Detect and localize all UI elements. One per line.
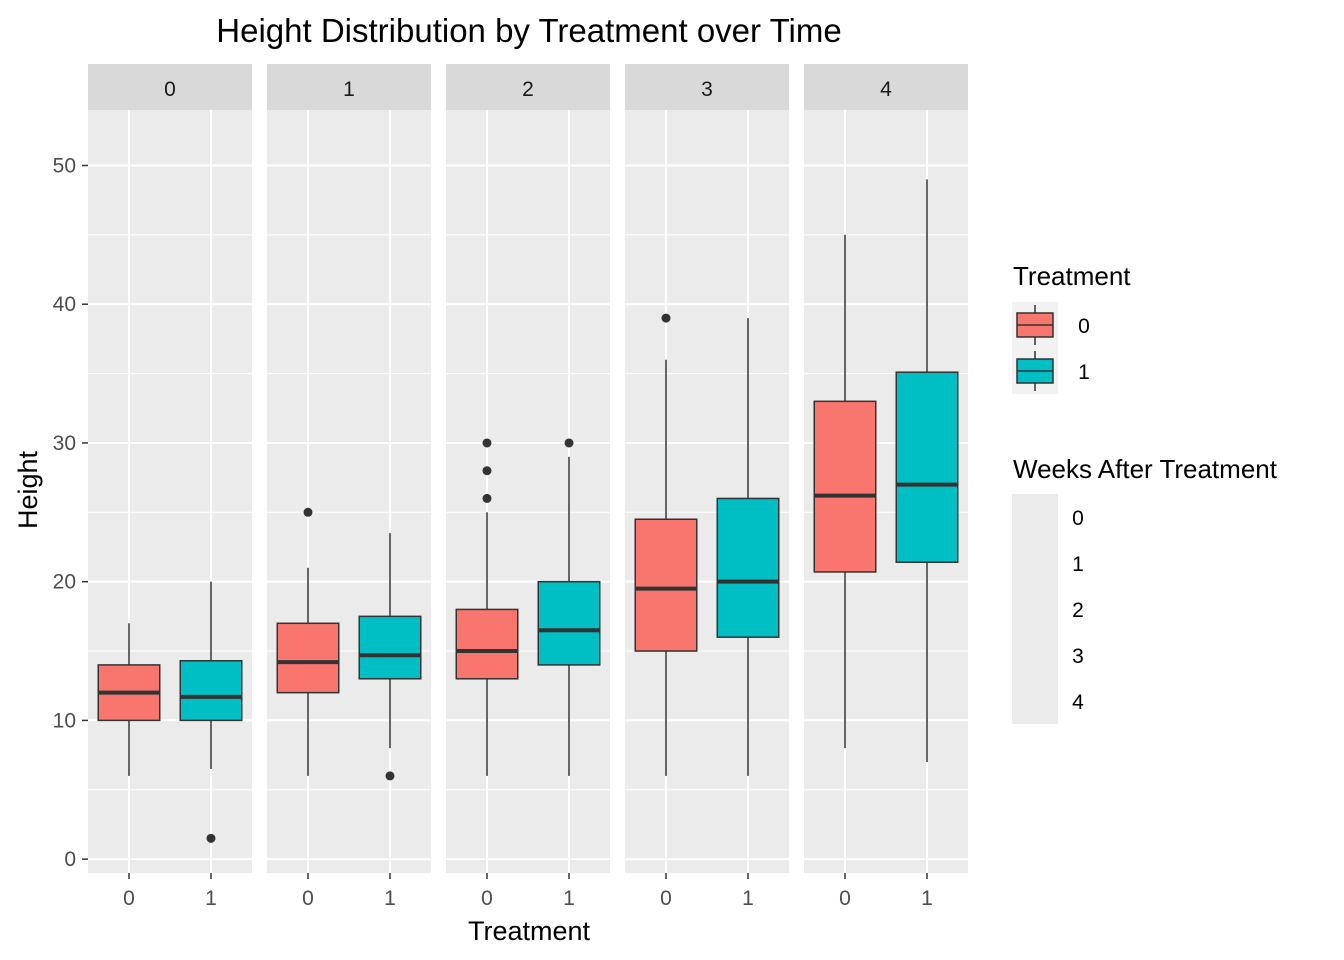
facet-strip (625, 64, 789, 110)
box-treatment-0 (634, 313, 698, 776)
legend-label-weeks: 4 (1072, 691, 1084, 714)
box-treatment-0 (97, 623, 161, 776)
x-tick-label: 1 (563, 887, 575, 910)
legend-key-treatment-1: 1 (1012, 348, 1090, 394)
box-treatment-0 (276, 507, 340, 776)
x-tick-label: 0 (839, 887, 851, 910)
facet-panel-1: 1 0 1 (267, 64, 431, 910)
box-treatment-1 (358, 533, 422, 781)
facet-strip (267, 64, 431, 110)
legend-label-treatment: 0 (1078, 315, 1090, 338)
panel-background (625, 110, 789, 873)
outlier-point (482, 438, 492, 448)
legend-weeks-key-background (1012, 494, 1058, 724)
outlier-point (661, 313, 671, 323)
facet-strip (88, 64, 252, 110)
facet-strip (804, 64, 968, 110)
outlier-point (482, 466, 492, 476)
outlier-point (564, 438, 574, 448)
box-iqr (813, 400, 877, 573)
facet-strip-label: 0 (164, 78, 176, 101)
y-tick-label: 20 (53, 571, 76, 594)
facet-strip-label: 3 (701, 78, 713, 101)
facet-panel-0: 0 0 1 (88, 64, 252, 910)
y-tick-label: 10 (53, 709, 76, 732)
box-iqr (455, 608, 519, 680)
chart-title: Height Distribution by Treatment over Ti… (216, 12, 841, 49)
box-treatment-1 (537, 438, 601, 776)
legend-label-weeks: 3 (1072, 645, 1084, 668)
box-iqr (276, 622, 340, 694)
outlier-point (385, 771, 395, 781)
outlier-point (206, 833, 216, 843)
outlier-point (303, 507, 313, 517)
box-treatment-1 (895, 179, 959, 763)
facet-strip-label: 2 (522, 78, 534, 101)
facet-strip-label: 4 (880, 78, 892, 101)
x-tick-label: 1 (384, 887, 396, 910)
legend-label-treatment: 1 (1078, 361, 1090, 384)
y-tick-label: 30 (53, 432, 76, 455)
facet-strip (446, 64, 610, 110)
x-tick-label: 0 (660, 887, 672, 910)
box-iqr (895, 371, 959, 564)
legend-label-weeks: 2 (1072, 599, 1084, 622)
box-iqr (358, 615, 422, 680)
box-treatment-0 (455, 438, 519, 776)
y-tick-label: 50 (53, 154, 76, 177)
panel-background (446, 110, 610, 873)
x-tick-label: 0 (123, 887, 135, 910)
x-tick-label: 1 (205, 887, 217, 910)
facet-panel-4: 4 0 1 (804, 64, 968, 910)
facet-panel-2: 2 0 1 (446, 64, 610, 910)
box-treatment-1 (716, 318, 780, 776)
x-tick-label: 0 (302, 887, 314, 910)
y-tick-label: 0 (64, 848, 76, 871)
legend-key-treatment-0: 0 (1012, 302, 1090, 348)
x-axis-title: Treatment (468, 916, 591, 946)
box-iqr (537, 580, 601, 666)
facets: 0 0 1 1 0 1 2 0 1 3 0 1 4 0 1 (88, 64, 968, 910)
facet-panel-3: 3 0 1 (625, 64, 789, 910)
box-treatment-0 (813, 234, 877, 749)
box-iqr (179, 659, 243, 722)
x-tick-label: 1 (921, 887, 933, 910)
facet-strip-label: 1 (343, 78, 355, 101)
y-axis-title: Height (13, 450, 43, 529)
box-treatment-1 (179, 581, 243, 843)
x-tick-label: 0 (481, 887, 493, 910)
legend-label-weeks: 0 (1072, 507, 1084, 530)
panel-background (267, 110, 431, 873)
outlier-point (482, 493, 492, 503)
legend-treatment-title: Treatment (1013, 261, 1131, 291)
legend-weeks-title: Weeks After Treatment (1013, 454, 1278, 484)
y-tick-label: 40 (53, 293, 76, 316)
legend-treatment-keys: 01 (1012, 302, 1090, 394)
legend-weeks-keys: 0 1 2 3 4 (1012, 494, 1084, 724)
x-tick-label: 1 (742, 887, 754, 910)
legend-label-weeks: 1 (1072, 553, 1084, 576)
y-axis: 0 10 20 30 40 50 (53, 154, 88, 871)
box-iqr (716, 497, 780, 638)
panel-background (88, 110, 252, 873)
box-iqr (634, 518, 698, 652)
